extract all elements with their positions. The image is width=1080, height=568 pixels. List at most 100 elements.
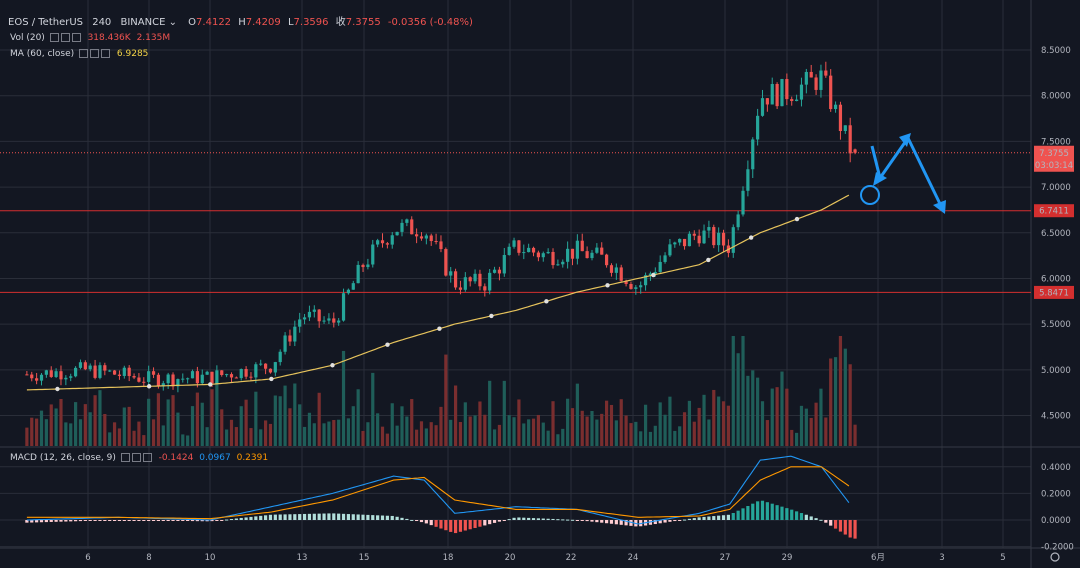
candle-body xyxy=(54,371,58,377)
volume-bar xyxy=(682,412,687,446)
volume-bar xyxy=(765,420,769,446)
macd-axis-label: 0.4000 xyxy=(1041,463,1071,473)
eye-icon[interactable] xyxy=(120,453,130,462)
candle-body xyxy=(215,370,219,384)
macd-histogram-bar xyxy=(254,516,258,520)
macd-label[interactable]: MACD (12, 26, close, 9) xyxy=(10,453,116,463)
volume-bar xyxy=(468,416,472,446)
macd-histogram-bar xyxy=(137,520,141,521)
volume-value: 318.436K xyxy=(87,33,131,43)
settings-icon[interactable] xyxy=(131,453,141,462)
macd-histogram-bar xyxy=(663,520,667,523)
macd-histogram-bar xyxy=(176,520,180,521)
annotation-circle[interactable] xyxy=(860,185,880,205)
candle-body xyxy=(93,365,97,378)
macd-histogram-bar xyxy=(746,506,750,520)
volume-bar xyxy=(546,430,550,446)
volume-label[interactable]: Vol (20) xyxy=(10,33,45,43)
macd-histogram-bar xyxy=(741,508,745,520)
close-icon[interactable] xyxy=(101,49,111,58)
volume-bar xyxy=(127,406,131,446)
ma60-marker xyxy=(269,376,274,382)
volume-bar xyxy=(551,401,555,446)
settings-icon[interactable] xyxy=(60,33,70,42)
candle-body xyxy=(288,335,292,342)
volume-bar xyxy=(770,388,774,446)
candle-body xyxy=(210,371,214,384)
volume-bar xyxy=(259,429,263,446)
volume-bar xyxy=(215,382,219,446)
candle-body xyxy=(531,247,536,253)
eye-icon[interactable] xyxy=(49,33,59,42)
candle-body xyxy=(25,374,29,376)
price-axis-label: 8.0000 xyxy=(1041,92,1071,102)
volume-bar xyxy=(712,389,716,446)
macd-histogram-bar xyxy=(502,520,506,521)
volume-bar xyxy=(463,402,467,446)
volume-bar xyxy=(517,399,521,446)
macd-histogram-bar xyxy=(166,520,170,521)
candle-body xyxy=(298,319,302,327)
volume-bar xyxy=(176,412,180,446)
volume-bar xyxy=(853,424,857,446)
macd-histogram-bar xyxy=(64,520,68,522)
volume-bar xyxy=(751,370,755,446)
close-icon[interactable] xyxy=(71,33,81,42)
macd-histogram-bar xyxy=(424,520,428,524)
macd-histogram-bar xyxy=(546,518,550,520)
candle-body xyxy=(49,370,53,377)
volume-bar xyxy=(780,371,784,446)
candle-body xyxy=(731,227,735,253)
macd-histogram-bar xyxy=(668,520,672,522)
volume-bar xyxy=(419,421,424,446)
macd-histogram-bar xyxy=(463,520,467,531)
candle-body xyxy=(346,289,351,294)
volume-bar xyxy=(283,385,287,446)
candle-body xyxy=(794,99,799,102)
macd-histogram-bar xyxy=(751,503,755,520)
volume-bar xyxy=(361,430,365,446)
annotation-arrow-path[interactable] xyxy=(870,137,945,211)
macd-histogram-bar xyxy=(302,513,307,520)
volume-bar xyxy=(624,415,628,446)
price-axis-label: 5.0000 xyxy=(1041,366,1071,376)
volume-bar xyxy=(488,380,492,446)
macd-line-value: 0.0967 xyxy=(199,453,231,463)
candle-body xyxy=(546,251,550,254)
ma-label[interactable]: MA (60, close) xyxy=(10,49,75,59)
candle-body xyxy=(151,371,156,375)
candle-body xyxy=(765,98,769,105)
volume-bar xyxy=(449,419,453,446)
macd-histogram-bar xyxy=(619,520,623,525)
volume-bar xyxy=(648,431,653,446)
macd-histogram-bar xyxy=(200,520,204,522)
candle-body xyxy=(843,125,847,132)
ma60-marker xyxy=(706,257,711,263)
macd-histogram-bar xyxy=(39,520,44,523)
candle-body xyxy=(678,238,682,243)
volume-bar xyxy=(673,430,677,446)
candle-body xyxy=(522,252,526,254)
eye-icon[interactable] xyxy=(79,49,89,58)
macd-histogram-bar xyxy=(468,520,472,530)
macd-histogram-bar xyxy=(507,519,511,521)
macd-histogram-bar xyxy=(458,520,463,532)
gear-icon[interactable] xyxy=(1050,552,1060,562)
symbol-name[interactable]: EOS / TetherUS xyxy=(8,17,84,28)
candle-body xyxy=(73,367,78,377)
macd-legend: MACD (12, 26, close, 9) -0.1424 0.0967 0… xyxy=(10,453,268,463)
interval[interactable]: 240 xyxy=(92,17,112,28)
candle-body xyxy=(249,376,253,378)
chevron-down-icon[interactable]: ⌄ xyxy=(168,17,177,28)
macd-histogram-bar xyxy=(590,520,594,522)
macd-histogram-bar xyxy=(678,520,682,521)
macd-histogram-bar xyxy=(268,514,273,520)
settings-icon[interactable] xyxy=(90,49,100,58)
close-icon[interactable] xyxy=(142,453,152,462)
macd-histogram-bar xyxy=(829,520,833,526)
volume-ma-value: 2.135M xyxy=(136,33,171,43)
volume-bar xyxy=(312,423,316,446)
volume-bar xyxy=(678,426,682,446)
high-label: H xyxy=(238,17,246,28)
